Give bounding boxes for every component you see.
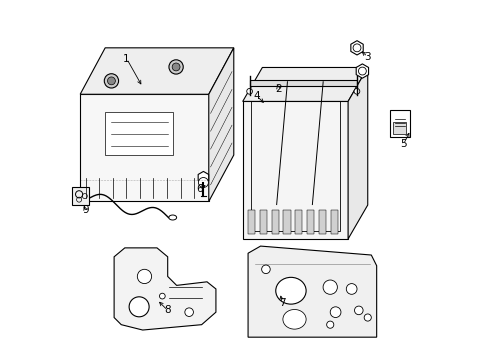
Text: 3: 3 — [364, 52, 370, 62]
Text: 1: 1 — [123, 54, 130, 64]
Text: 2: 2 — [275, 84, 281, 94]
Text: 5: 5 — [399, 139, 406, 149]
Text: 9: 9 — [82, 205, 89, 215]
Circle shape — [129, 297, 149, 317]
Polygon shape — [389, 110, 409, 137]
Circle shape — [364, 314, 370, 321]
Bar — [250, 102, 340, 231]
Polygon shape — [249, 80, 356, 86]
Polygon shape — [347, 67, 367, 239]
Circle shape — [246, 89, 252, 94]
Polygon shape — [80, 94, 208, 202]
Bar — [295, 210, 302, 234]
Circle shape — [326, 321, 333, 328]
Polygon shape — [208, 48, 233, 202]
Polygon shape — [242, 67, 367, 102]
Circle shape — [323, 280, 337, 294]
Circle shape — [104, 74, 118, 88]
Bar — [105, 112, 173, 155]
Text: 8: 8 — [164, 305, 171, 315]
Polygon shape — [80, 48, 233, 94]
Text: 4: 4 — [253, 91, 260, 101]
Text: 7: 7 — [278, 298, 285, 308]
Circle shape — [107, 77, 115, 85]
Polygon shape — [350, 41, 363, 55]
Circle shape — [172, 63, 180, 71]
Bar — [259, 210, 266, 234]
Bar — [330, 210, 337, 234]
Circle shape — [353, 89, 359, 94]
Bar — [283, 210, 290, 234]
Circle shape — [354, 306, 363, 315]
Bar — [393, 122, 406, 134]
Bar — [306, 210, 313, 234]
Circle shape — [346, 284, 356, 294]
Circle shape — [184, 308, 193, 316]
Bar — [271, 210, 278, 234]
Polygon shape — [355, 64, 368, 78]
Bar — [242, 102, 347, 239]
Circle shape — [198, 177, 208, 188]
Ellipse shape — [283, 310, 305, 329]
Polygon shape — [198, 171, 208, 184]
Bar — [318, 210, 325, 234]
Circle shape — [137, 269, 151, 284]
Polygon shape — [247, 246, 376, 337]
Circle shape — [329, 307, 340, 318]
Bar — [247, 210, 255, 234]
Polygon shape — [114, 248, 216, 330]
Circle shape — [159, 293, 165, 299]
Text: 6: 6 — [196, 184, 203, 194]
Circle shape — [261, 265, 270, 274]
Ellipse shape — [168, 215, 176, 220]
Ellipse shape — [275, 277, 305, 304]
Circle shape — [168, 60, 183, 74]
Polygon shape — [72, 187, 89, 205]
